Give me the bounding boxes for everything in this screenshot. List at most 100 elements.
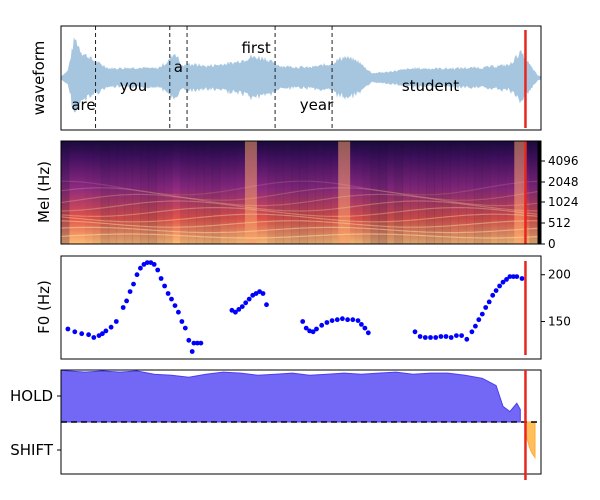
f0-point [340, 316, 345, 322]
mel-harmonic [61, 220, 538, 228]
f0-point [120, 305, 126, 310]
f0-point [191, 340, 197, 346]
turn-taking-axes-frame [60, 369, 542, 475]
f0-point [239, 304, 245, 309]
mel-frame-shade [188, 141, 197, 244]
f0-point [493, 288, 499, 293]
mel-y-tick-label: 512 [548, 216, 571, 230]
turn-taking-y-tick-label: SHIFT [10, 441, 54, 459]
mel-burst [244, 141, 257, 244]
word-label: first [241, 39, 270, 57]
mel-frame-shade [124, 141, 133, 244]
f0-point [507, 274, 513, 279]
mel-frame-shade [505, 141, 515, 244]
f0-point [514, 274, 520, 279]
f0-point [459, 333, 464, 338]
f0-point [314, 326, 319, 332]
mel-harmonic [61, 213, 538, 223]
f0-point [433, 335, 439, 340]
f0-y-tick-label: 200 [548, 268, 571, 282]
f0-point [169, 296, 174, 302]
waveform-panel: are you a first year student waveform [30, 25, 542, 131]
mel-frame-shade [386, 141, 396, 244]
mel-frame-shade [442, 141, 451, 244]
mel-frame-shade [219, 141, 229, 244]
mel-harmonic [61, 200, 538, 212]
mel-frame-shade [378, 141, 388, 244]
f0-point [86, 332, 91, 338]
waveform-trace [61, 37, 541, 113]
f0-point [138, 265, 143, 271]
mel-frame-shade [474, 141, 483, 244]
mel-frame-shade [227, 141, 237, 244]
mel-harmonic [61, 180, 538, 196]
f0-point [246, 296, 252, 302]
mel-frame-shade [434, 141, 443, 244]
f0-point [182, 325, 188, 331]
f0-point [464, 336, 470, 342]
f0-point [334, 317, 340, 323]
f0-point [483, 305, 489, 310]
turn-taking-plot [61, 370, 541, 459]
mel-frame-shade [203, 141, 213, 244]
f0-point [300, 319, 306, 324]
f0-point [176, 309, 181, 315]
mel-frame-shade [92, 141, 102, 244]
f0-point [324, 320, 330, 325]
mel-axes-frame [60, 140, 542, 245]
f0-plot [65, 260, 527, 355]
mel-frame-shade [132, 141, 141, 244]
mel-y-axis: 0 512 1024 2048 4096 [541, 154, 579, 251]
f0-point [490, 292, 496, 298]
mel-spectrogram [61, 141, 541, 244]
mel-y-tick-label: 1024 [548, 195, 579, 209]
mel-frame-shade [315, 141, 324, 244]
mel-frame-shade [354, 141, 364, 244]
f0-point [479, 311, 485, 317]
f0-point [131, 281, 136, 287]
f0-point [144, 260, 150, 265]
f0-point [473, 323, 478, 329]
f0-point [511, 274, 516, 279]
mel-frame-shade [331, 141, 340, 244]
f0-point [134, 272, 140, 278]
mel-y-tick-label: 0 [548, 237, 556, 251]
f0-point [476, 317, 482, 323]
mel-y-tick-label: 2048 [548, 175, 579, 189]
f0-point [519, 276, 525, 281]
f0-point [422, 335, 428, 340]
mel-frame-shade [346, 141, 356, 244]
f0-point [417, 334, 423, 339]
f0-point [233, 309, 238, 315]
f0-point [198, 340, 204, 346]
mel-burst [514, 141, 527, 244]
turn-taking-y-tick-label: HOLD [10, 387, 53, 405]
mel-frame-shade [61, 141, 70, 244]
f0-point [162, 283, 168, 289]
mel-frame-shade [283, 141, 292, 244]
mel-frame-shade [156, 141, 165, 244]
f0-point [72, 329, 78, 335]
f0-point [500, 279, 506, 285]
mel-frame-shade [148, 141, 157, 244]
f0-point [151, 262, 157, 267]
f0-point [412, 329, 418, 335]
word-label: are [71, 96, 95, 114]
mel-frame-shade [108, 141, 118, 244]
word-label: you [120, 77, 148, 95]
f0-point [355, 318, 361, 323]
f0-point [158, 276, 164, 281]
f0-point [100, 331, 105, 337]
word-label: student [402, 77, 459, 95]
f0-point [155, 267, 161, 273]
f0-point [243, 300, 249, 306]
mel-frame-shade [481, 141, 491, 244]
f0-point [448, 335, 454, 340]
f0-y-label: F0 (Hz) [35, 280, 53, 334]
f0-panel: 150 200 F0 (Hz) [35, 255, 571, 360]
f0-point [497, 283, 502, 289]
mel-harmonic [61, 187, 538, 201]
f0-point [486, 299, 492, 305]
mel-frame-shade [211, 141, 221, 244]
mel-frame-shade [291, 141, 300, 244]
